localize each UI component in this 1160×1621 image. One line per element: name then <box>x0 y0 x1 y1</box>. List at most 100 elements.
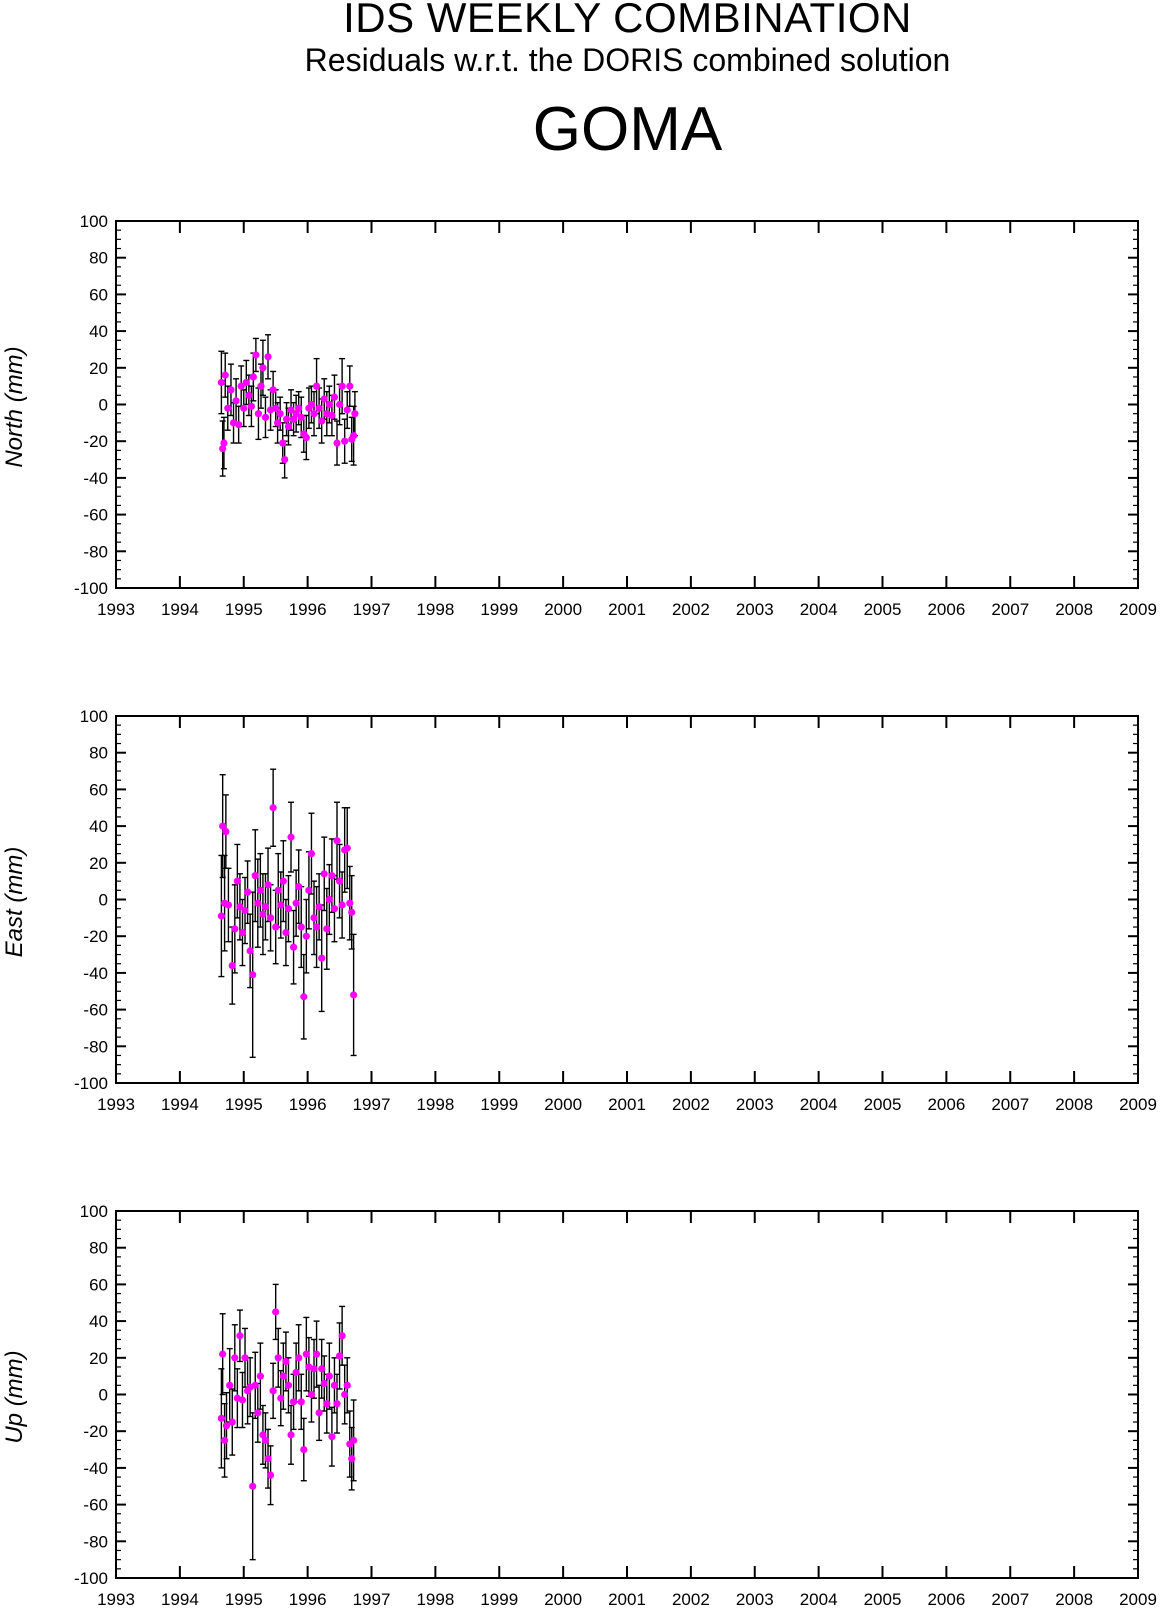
data-point <box>241 1354 249 1362</box>
data-point <box>219 1350 227 1358</box>
data-point <box>224 901 233 909</box>
y-tick-label: -60 <box>83 1001 108 1020</box>
data-point <box>330 393 339 401</box>
y-tick-label: -100 <box>74 579 108 598</box>
data-point <box>318 1365 326 1373</box>
y-tick-label: 60 <box>89 1275 108 1294</box>
x-tick-label: 2008 <box>1055 1590 1093 1609</box>
data-point <box>310 1365 318 1373</box>
data-point <box>341 437 349 445</box>
data-point <box>261 903 270 911</box>
data-point <box>320 870 328 878</box>
data-point <box>297 923 305 931</box>
plot-frame <box>115 1210 1139 1579</box>
data-point <box>274 419 282 427</box>
data-point <box>233 877 241 885</box>
data-point <box>343 844 351 852</box>
data-point <box>307 400 316 409</box>
data-point <box>295 404 303 412</box>
station-name: GOMA <box>532 95 723 164</box>
data-point <box>289 1398 298 1406</box>
data-point <box>251 1381 259 1389</box>
data-point <box>328 1433 336 1441</box>
data-point <box>274 1354 282 1362</box>
data-point <box>335 400 344 409</box>
y-tick-label: 20 <box>89 359 108 378</box>
data-point <box>238 928 247 937</box>
x-tick-label: 1999 <box>480 1095 518 1114</box>
data-point <box>305 886 313 894</box>
data-point <box>292 410 300 418</box>
y-axis-label-north: North (mm) <box>1 346 28 467</box>
y-tick-label: 20 <box>89 1349 108 1368</box>
data-point <box>287 833 295 841</box>
data-point <box>350 991 358 999</box>
data-point <box>310 410 318 418</box>
data-point <box>302 433 310 442</box>
data-point <box>346 382 354 390</box>
x-tick-label: 1994 <box>161 600 199 619</box>
data-point <box>269 386 277 394</box>
data-point <box>320 395 328 403</box>
data-point <box>241 906 249 915</box>
x-tick-label: 2006 <box>927 1590 965 1609</box>
data-point <box>220 439 228 447</box>
data-point <box>217 912 225 920</box>
data-point <box>289 943 298 951</box>
data-point <box>217 378 225 387</box>
data-point <box>264 881 272 889</box>
x-tick-label: 1994 <box>161 1095 199 1114</box>
x-tick-label: 1997 <box>353 600 391 619</box>
data-point <box>274 886 282 894</box>
data-point <box>300 1445 308 1454</box>
x-tick-label: 1999 <box>480 1590 518 1609</box>
data-point <box>312 923 321 931</box>
data-point <box>228 1418 236 1426</box>
data-point <box>325 400 333 409</box>
data-point <box>245 391 253 399</box>
data-point <box>343 1381 351 1389</box>
data-point <box>221 371 229 379</box>
y-axis-label-east: East (mm) <box>1 847 28 958</box>
data-point <box>315 903 323 911</box>
data-point <box>307 850 316 858</box>
x-tick-label: 2001 <box>608 600 646 619</box>
y-tick-label: -20 <box>83 1422 108 1441</box>
panel-east: East (mm) 1993 1994 1995 1996 1997 1998 1999 20… <box>1 707 1157 1114</box>
data-point <box>333 837 341 845</box>
y-tick-label: 100 <box>80 707 108 726</box>
x-tick-label: 2009 <box>1119 600 1157 619</box>
data-point <box>251 872 259 880</box>
chart-subtitle: Residuals w.r.t. the DORIS combined solu… <box>304 42 951 78</box>
data-point <box>252 351 260 359</box>
data-point <box>236 903 244 911</box>
data-point <box>325 1372 333 1380</box>
x-tick-label: 1998 <box>416 1590 454 1609</box>
data-point <box>249 971 257 979</box>
data-point <box>264 353 272 361</box>
plot-frame <box>115 715 1139 1084</box>
data-point <box>217 1414 225 1422</box>
data-point <box>246 947 254 955</box>
x-tick-label: 2006 <box>927 600 965 619</box>
data-point <box>257 382 265 390</box>
data-point <box>231 925 239 933</box>
data-point <box>310 914 318 922</box>
x-tick-label: 2008 <box>1055 600 1093 619</box>
y-tick-label: -40 <box>83 469 108 488</box>
data-point <box>259 1431 267 1439</box>
data-point <box>307 1390 316 1399</box>
x-tick-label: 2001 <box>608 1095 646 1114</box>
x-tick-label: 1993 <box>97 600 135 619</box>
x-tick-label: 1995 <box>225 600 263 619</box>
data-point <box>256 1372 264 1380</box>
x-tick-label: 2003 <box>736 1095 774 1114</box>
data-point <box>254 410 263 418</box>
data-point <box>227 386 235 394</box>
x-tick-label: 2000 <box>544 600 582 619</box>
y-tick-label: 80 <box>89 744 108 763</box>
data-point <box>269 804 277 812</box>
data-point <box>219 444 227 453</box>
x-tick-label: 2005 <box>864 1590 902 1609</box>
